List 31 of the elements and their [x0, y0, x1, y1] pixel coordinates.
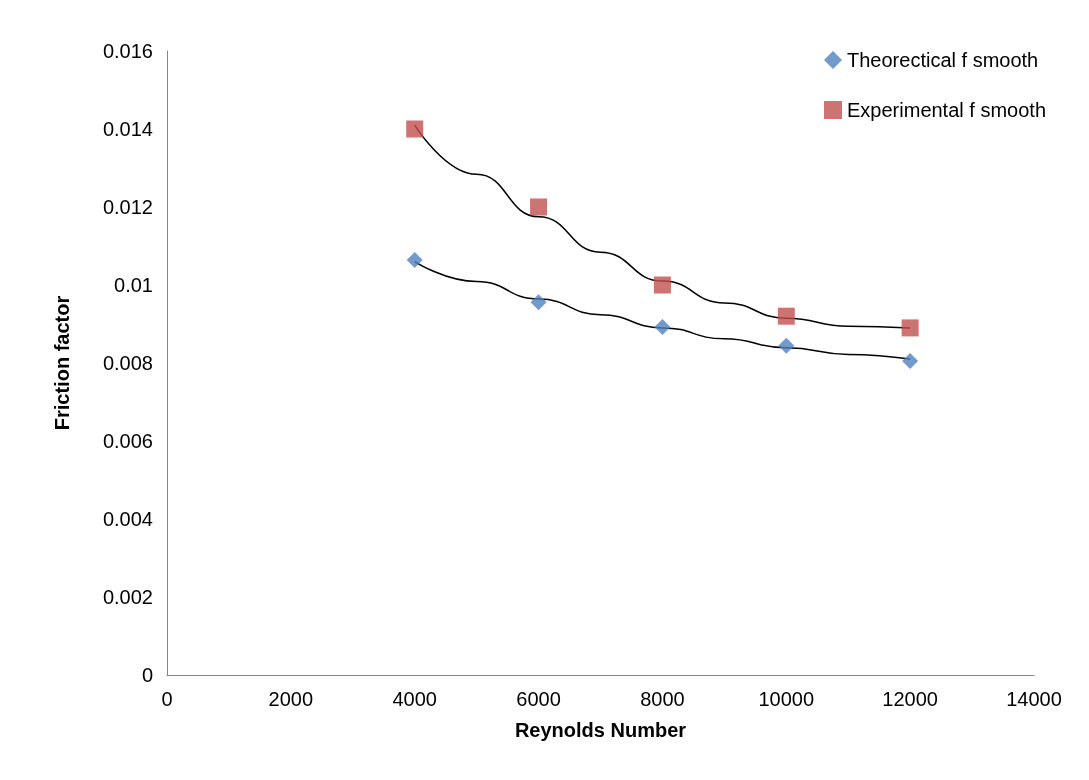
point: [406, 252, 423, 269]
y-tick-label: 0.004: [102, 508, 153, 530]
y-tick-label: 0: [141, 664, 153, 686]
point: [530, 198, 548, 216]
y-tick-label: 0.01: [114, 274, 153, 296]
y-tick-label: 0.006: [102, 430, 153, 452]
point: [654, 319, 671, 336]
x-axis-title: Reynolds Number: [514, 719, 687, 741]
point: [777, 307, 795, 325]
y-tick-label: 0.016: [102, 40, 153, 62]
x-tick-label: 0: [161, 688, 173, 710]
x-tick-label: 4000: [392, 688, 437, 710]
legend-label: Theorectical f smooth: [847, 49, 1039, 71]
y-tick-label: 0.014: [102, 118, 153, 140]
y-tick-label: 0.008: [102, 352, 153, 374]
x-tick-label: 6000: [516, 688, 561, 710]
point: [778, 337, 795, 354]
point: [902, 353, 919, 370]
point: [530, 294, 547, 311]
legend-label: Experimental f smooth: [847, 99, 1047, 121]
y-tick-label: 0.002: [102, 586, 153, 608]
x-tick-label: 2000: [268, 688, 314, 710]
x-tick-label: 10000: [758, 688, 815, 710]
x-tick-label: 8000: [640, 688, 685, 710]
x-tick-label: 12000: [882, 688, 938, 710]
y-tick-label: 0.012: [102, 196, 153, 218]
point: [901, 319, 919, 337]
point: [406, 120, 424, 138]
y-axis-title: Friction factor: [51, 295, 73, 431]
point: [653, 276, 671, 294]
x-tick-label: 14000: [1006, 688, 1062, 710]
